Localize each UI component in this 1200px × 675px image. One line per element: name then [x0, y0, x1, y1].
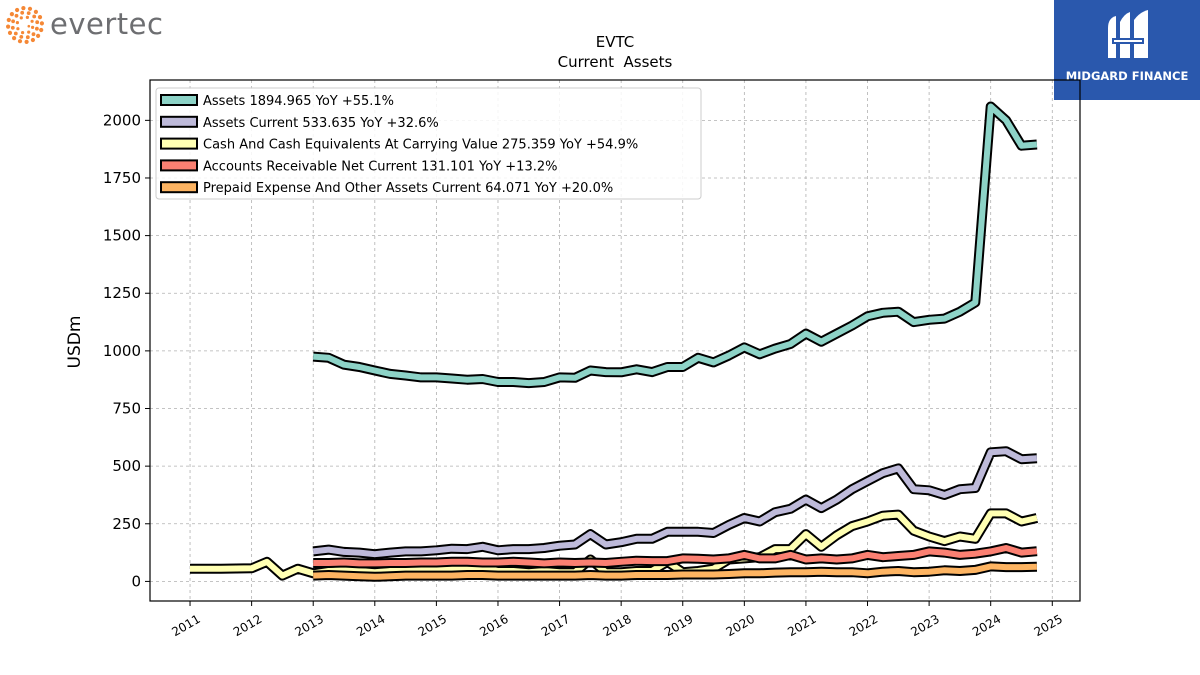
plot-frame	[149, 79, 1081, 602]
evertec-brand-text: evertec	[50, 7, 164, 41]
x-tick-label: 2020	[724, 612, 757, 639]
legend-swatch-assets	[160, 94, 198, 106]
x-tick-label: 2015	[416, 612, 449, 639]
x-tick-label: 2021	[785, 612, 818, 639]
y-tick-label: 1500	[103, 227, 141, 245]
series-line-prepaid	[313, 563, 1037, 580]
x-tick-label: 2025	[1032, 612, 1065, 639]
y-tick-label: 1750	[103, 169, 141, 187]
series-line-assets_current	[312, 448, 1038, 558]
x-tick-label: 2011	[169, 612, 202, 639]
y-tick-label: 250	[112, 515, 141, 533]
series-line-assets	[312, 103, 1038, 387]
legend-box	[155, 87, 702, 200]
x-tick-label: 2023	[908, 612, 941, 639]
x-tick-label: 2012	[231, 612, 264, 639]
midgard-emblem-icon	[1108, 10, 1148, 58]
x-tick-label: 2019	[662, 612, 695, 639]
legend-swatch-cash	[160, 137, 198, 150]
y-axis-label: USDm	[65, 316, 85, 369]
legend-swatch-prepaid	[160, 181, 198, 194]
midgard-brand-text: MIDGARD FINANCE	[1065, 69, 1189, 83]
x-tick-label: 2022	[847, 612, 880, 639]
chart-title: EVTC	[596, 33, 635, 51]
x-tick-label: 2017	[539, 612, 572, 639]
y-tick-label: 500	[112, 457, 141, 475]
y-tick-label: 0	[131, 572, 141, 590]
evertec-dots-icon	[6, 6, 44, 44]
evertec-logo: evertec	[4, 4, 194, 44]
legend-swatch-receivables	[160, 159, 198, 172]
x-tick-label: 2014	[354, 612, 387, 639]
y-tick-label: 1000	[103, 342, 141, 360]
series-lines	[190, 101, 1039, 582]
legend-label-assets: Assets 1894.965 YoY +55.1%	[203, 94, 394, 109]
legend-label-cash: Cash And Cash Equivalents At Carrying Va…	[203, 138, 638, 153]
legend-label-assets_current: Assets Current 533.635 YoY +32.6%	[203, 116, 439, 131]
midgard-finance-logo: MIDGARD FINANCE	[1054, 0, 1200, 100]
x-tick-label: 2018	[600, 612, 633, 639]
x-tick-label: 2016	[477, 612, 510, 639]
legend: Assets 1894.965 YoY +55.1% Assets Current…	[155, 87, 702, 200]
chart-subtitle: Current Assets	[558, 53, 673, 71]
legend-label-receivables: Accounts Receivable Net Current 131.101 …	[203, 159, 558, 174]
series-line-receivables	[313, 545, 1038, 567]
x-tick-label: 2013	[292, 612, 325, 639]
y-tick-label: 1250	[103, 284, 141, 302]
legend-swatch-assets_current	[160, 115, 198, 128]
x-tick-label: 2024	[970, 612, 1003, 639]
y-tick-label: 750	[112, 400, 141, 418]
y-tick-label: 2000	[103, 111, 141, 129]
legend-label-prepaid: Prepaid Expense And Other Assets Current…	[203, 181, 613, 196]
